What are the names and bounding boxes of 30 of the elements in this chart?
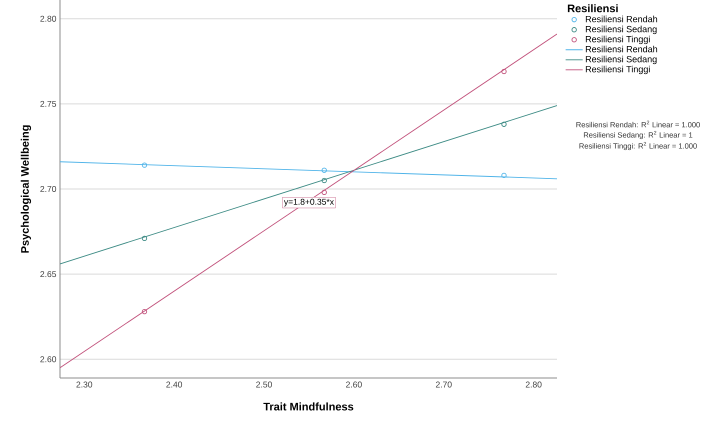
x-axis-title: Trait Mindfulness (263, 402, 354, 410)
y-tick-label: 2.65 (40, 271, 56, 278)
point (322, 190, 327, 196)
legend-label: Resiliensi Rendah (586, 46, 658, 52)
annotation: y=1.8+0.35*x (284, 198, 334, 206)
legend-label: Resiliensi Tinggi (586, 66, 650, 74)
point (322, 168, 327, 173)
y-axis-title: Psychological Wellbeing (20, 125, 32, 253)
point (501, 172, 507, 178)
point (501, 68, 507, 74)
legend-label: Resiliensi Sedang (586, 56, 657, 64)
x-tick-label: 2.70 (436, 382, 452, 388)
y-tick-label: 2.70 (40, 186, 56, 192)
x-tick-label: 2.40 (166, 382, 182, 388)
y-tick-label: 2.80 (40, 16, 56, 22)
legend-label: Resiliensi Rendah (586, 16, 658, 22)
point (322, 178, 327, 184)
x-tick-label: 2.50 (256, 382, 272, 388)
y-tick-label: 2.60 (40, 356, 56, 362)
x-tick-label: 2.60 (346, 382, 362, 388)
point (142, 308, 148, 314)
point (142, 162, 148, 168)
point (142, 236, 148, 242)
x-tick-label: 2.30 (76, 382, 92, 388)
point (501, 122, 507, 127)
legend-title: Resiliensi (568, 4, 618, 12)
y-tick-label: 2.75 (40, 100, 56, 107)
legend-label: Resiliensi Sedang (586, 26, 657, 34)
x-tick-label: 2.80 (526, 382, 542, 388)
legend-label: Resiliensi Tinggi (586, 36, 650, 44)
